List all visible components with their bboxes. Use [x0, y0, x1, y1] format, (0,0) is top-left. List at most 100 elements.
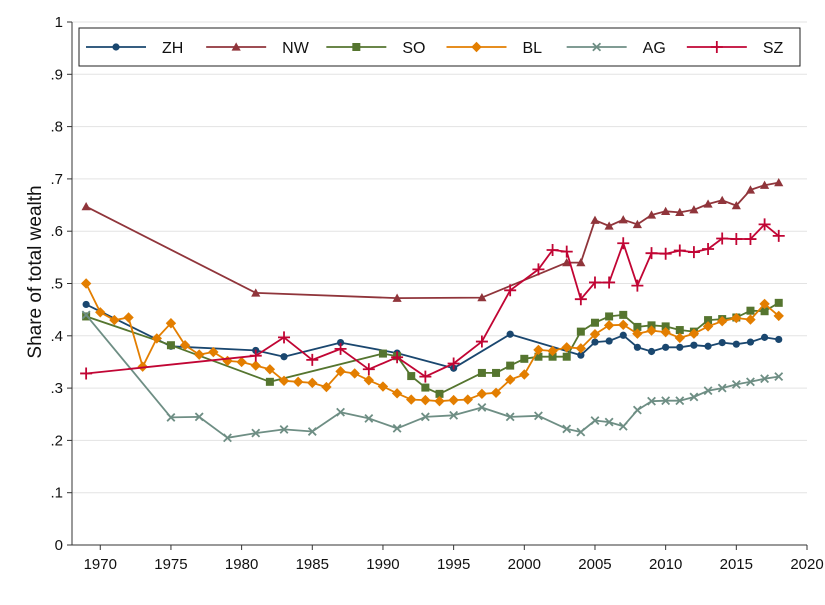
series-sz	[80, 218, 785, 383]
y-tick-label: .5	[50, 276, 63, 293]
data-point-bl	[462, 394, 473, 405]
data-point-bl	[745, 314, 756, 325]
data-point-bl	[349, 368, 360, 379]
data-point-nw	[646, 210, 657, 219]
data-point-ag	[689, 392, 699, 402]
data-point-zh	[676, 343, 684, 351]
data-point-bl	[179, 340, 191, 351]
data-point-ag	[307, 427, 317, 436]
data-point-so	[590, 318, 599, 327]
legend-item-bl: BL	[446, 40, 543, 57]
data-point-so	[633, 322, 642, 331]
data-point-bl	[292, 376, 304, 388]
data-point-sz	[574, 293, 587, 306]
data-point-so	[520, 354, 529, 363]
data-point-ag	[364, 413, 374, 423]
x-tick-label: 2010	[649, 556, 682, 573]
data-point-sz	[419, 370, 432, 383]
x-tick-label: 1975	[154, 556, 187, 573]
x-tick-label: 1970	[84, 556, 117, 573]
data-point-ag	[534, 411, 543, 421]
legend-marker-zh	[112, 43, 120, 51]
legend-item-ag: AG	[566, 40, 666, 57]
data-point-sz	[306, 353, 319, 366]
data-point-zh	[732, 340, 740, 348]
y-tick-label: .9	[50, 66, 63, 83]
legend-marker-ag	[592, 42, 602, 52]
data-point-nw	[731, 200, 741, 210]
data-point-nw	[675, 207, 685, 217]
y-tick-label: .4	[50, 328, 63, 345]
x-tick-label: 2015	[720, 556, 753, 573]
data-point-ag	[279, 424, 289, 434]
data-point-ag	[223, 433, 232, 443]
y-tick-label: 0	[55, 537, 63, 554]
legend-marker-so	[352, 43, 361, 51]
data-point-bl	[208, 346, 219, 358]
data-point-sz	[447, 357, 460, 370]
legend-item-sz: SZ	[686, 40, 784, 57]
data-point-ag	[392, 423, 402, 433]
data-point-ag	[632, 405, 642, 415]
data-point-bl	[377, 381, 389, 392]
data-point-zh	[647, 347, 656, 356]
data-point-so	[421, 383, 430, 392]
data-point-zh	[633, 343, 641, 351]
series-layer	[80, 177, 785, 443]
data-point-so	[477, 368, 486, 377]
legend-label-bl: BL	[523, 40, 543, 57]
x-tick-label: 1990	[366, 556, 399, 573]
y-tick-label: .7	[50, 171, 63, 188]
data-point-bl	[194, 349, 205, 360]
data-point-sz	[475, 335, 488, 348]
data-point-ag	[717, 383, 727, 393]
data-point-so	[576, 327, 585, 336]
data-point-so	[661, 322, 670, 331]
data-point-zh	[690, 341, 698, 349]
x-tick-label: 2005	[578, 556, 611, 573]
data-point-so	[562, 352, 571, 361]
data-point-bl	[307, 377, 318, 389]
data-point-sz	[391, 351, 404, 364]
data-point-nw	[759, 180, 770, 189]
data-point-sz	[772, 229, 785, 242]
data-point-ag	[618, 421, 628, 431]
data-point-so	[619, 310, 628, 319]
data-point-sz	[278, 331, 291, 344]
data-point-sz	[532, 263, 545, 276]
axes: 0 .1 .2 .3 .4 .5 .6 .7 .8 .9 1 1970 1975 1980 1985 1990…	[50, 14, 823, 573]
data-point-bl	[420, 394, 431, 406]
data-point-bl	[773, 310, 784, 322]
data-point-bl	[80, 278, 92, 289]
data-point-bl	[660, 326, 671, 338]
x-tick-label: 2020	[790, 556, 823, 573]
data-point-so	[492, 368, 501, 377]
data-point-ag	[647, 396, 656, 406]
data-point-sz	[603, 276, 616, 289]
data-point-nw	[590, 215, 600, 224]
data-point-ag	[703, 386, 713, 396]
data-point-nw	[251, 288, 261, 297]
data-point-zh	[82, 300, 90, 309]
x-tick-label: 1985	[296, 556, 329, 573]
data-point-so	[605, 312, 614, 321]
data-point-so	[506, 361, 515, 370]
data-point-nw	[392, 293, 402, 302]
data-point-sz	[631, 279, 644, 292]
data-point-so	[746, 306, 755, 315]
data-point-zh	[577, 351, 585, 359]
data-point-zh	[619, 331, 627, 339]
data-point-bl	[575, 343, 587, 354]
series-nw	[81, 177, 784, 302]
legend-box	[78, 27, 801, 67]
data-point-bl	[236, 356, 247, 368]
data-point-ag	[81, 310, 91, 320]
data-point-bl	[632, 328, 643, 339]
data-point-zh	[506, 330, 514, 338]
data-point-bl	[434, 395, 445, 407]
data-point-nw	[477, 293, 487, 302]
data-point-bl	[406, 394, 417, 405]
data-point-sz	[334, 342, 347, 355]
data-point-so	[675, 326, 684, 335]
